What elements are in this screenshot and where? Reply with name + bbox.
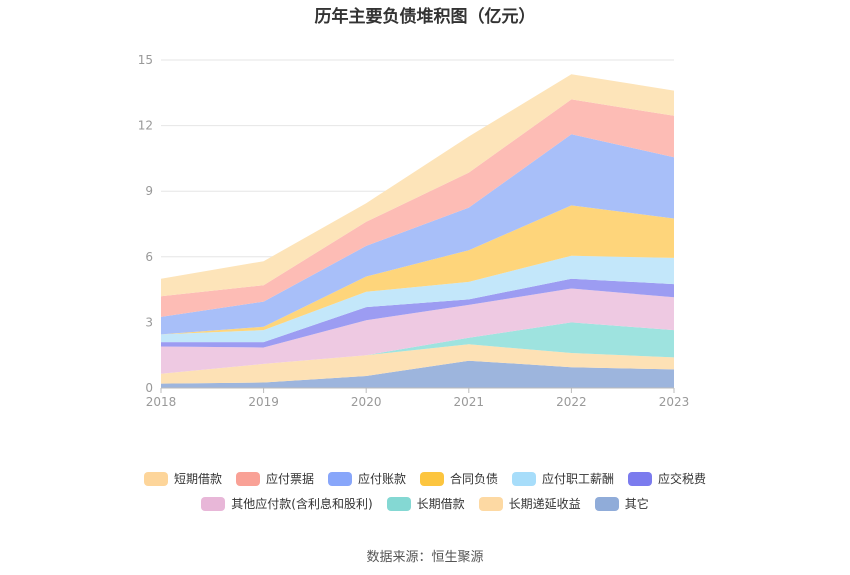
legend-label: 长期借款 — [416, 497, 465, 511]
legend-swatch — [201, 496, 226, 511]
y-tick-label: 12 — [138, 119, 153, 133]
legend-label: 应付职工薪酬 — [542, 472, 615, 486]
legend-item[interactable]: 长期递延收益 — [478, 495, 581, 512]
x-tick-label: 2021 — [454, 395, 485, 409]
x-tick-label: 2019 — [248, 395, 279, 409]
legend-item[interactable]: 其他应付款(含利息和股利) — [201, 495, 373, 512]
x-tick-label: 2018 — [146, 395, 177, 409]
chart-title: 历年主要负债堆积图（亿元） — [314, 7, 536, 27]
legend-item[interactable]: 应付职工薪酬 — [512, 470, 614, 487]
legend-row-2: 其他应付款(含利息和股利) 长期借款 长期递延收益 其它 — [0, 495, 850, 512]
legend-label: 其它 — [624, 497, 649, 511]
legend-swatch — [478, 496, 503, 511]
data-source-note: 数据来源：恒生聚源 — [366, 550, 484, 565]
legend-item[interactable]: 应付票据 — [235, 470, 314, 487]
x-tick-label: 2023 — [659, 395, 690, 409]
legend-item[interactable]: 合同负债 — [420, 470, 498, 487]
legend-label: 长期递延收益 — [508, 497, 581, 511]
area-series-2 — [161, 322, 674, 374]
legend: 短期借款 应付票据 应付账款 合同负债 应付职工薪酬 应交税费 其他应付款(含利息和股利)… — [0, 470, 850, 520]
legend-swatch — [512, 471, 537, 486]
area-series-0 — [161, 360, 674, 388]
area-series-6 — [161, 205, 674, 335]
legend-row-1: 短期借款 应付票据 应付账款 合同负债 应付职工薪酬 应交税费 — [0, 470, 850, 487]
y-tick-label: 6 — [145, 250, 153, 264]
legend-item[interactable]: 短期借款 — [143, 470, 222, 487]
area-series-7 — [161, 134, 674, 335]
area-series-9 — [161, 74, 674, 297]
legend-label: 其他应付款(含利息和股利) — [231, 497, 373, 511]
y-tick-label: 3 — [145, 315, 153, 329]
axes: 0 3 6 9 12 15 2018 2019 2020 2021 2022 2023 — [138, 53, 690, 409]
y-tick-label: 15 — [138, 53, 153, 67]
legend-item[interactable]: 其它 — [594, 495, 649, 512]
legend-swatch — [386, 496, 411, 511]
area-series-3 — [161, 288, 674, 374]
legend-swatch — [594, 496, 619, 511]
area-series-4 — [161, 278, 674, 348]
area-series-1 — [161, 344, 674, 384]
area-series-8 — [161, 99, 674, 317]
legend-label: 应付票据 — [265, 472, 314, 486]
stacked-area-chart: 0 3 6 9 12 15 2018 2019 2020 2021 2022 2023 — [138, 53, 690, 409]
legend-swatch — [235, 471, 260, 486]
y-tick-label: 0 — [145, 381, 153, 395]
legend-label: 应付账款 — [357, 472, 406, 486]
y-tick-label: 9 — [145, 184, 153, 198]
legend-label: 应交税费 — [658, 472, 707, 486]
legend-item[interactable]: 应交税费 — [628, 470, 706, 487]
legend-label: 短期借款 — [173, 472, 222, 486]
legend-item[interactable]: 应付账款 — [327, 470, 406, 487]
area-series-5 — [161, 255, 674, 343]
legend-swatch — [420, 471, 444, 486]
legend-swatch — [628, 471, 653, 486]
legend-label: 合同负债 — [450, 472, 499, 486]
area-series-layer — [161, 74, 674, 388]
legend-item[interactable]: 长期借款 — [386, 495, 465, 512]
legend-swatch — [327, 471, 352, 486]
x-tick-label: 2022 — [556, 395, 587, 409]
legend-swatch — [143, 471, 168, 486]
x-tick-label: 2020 — [351, 395, 382, 409]
